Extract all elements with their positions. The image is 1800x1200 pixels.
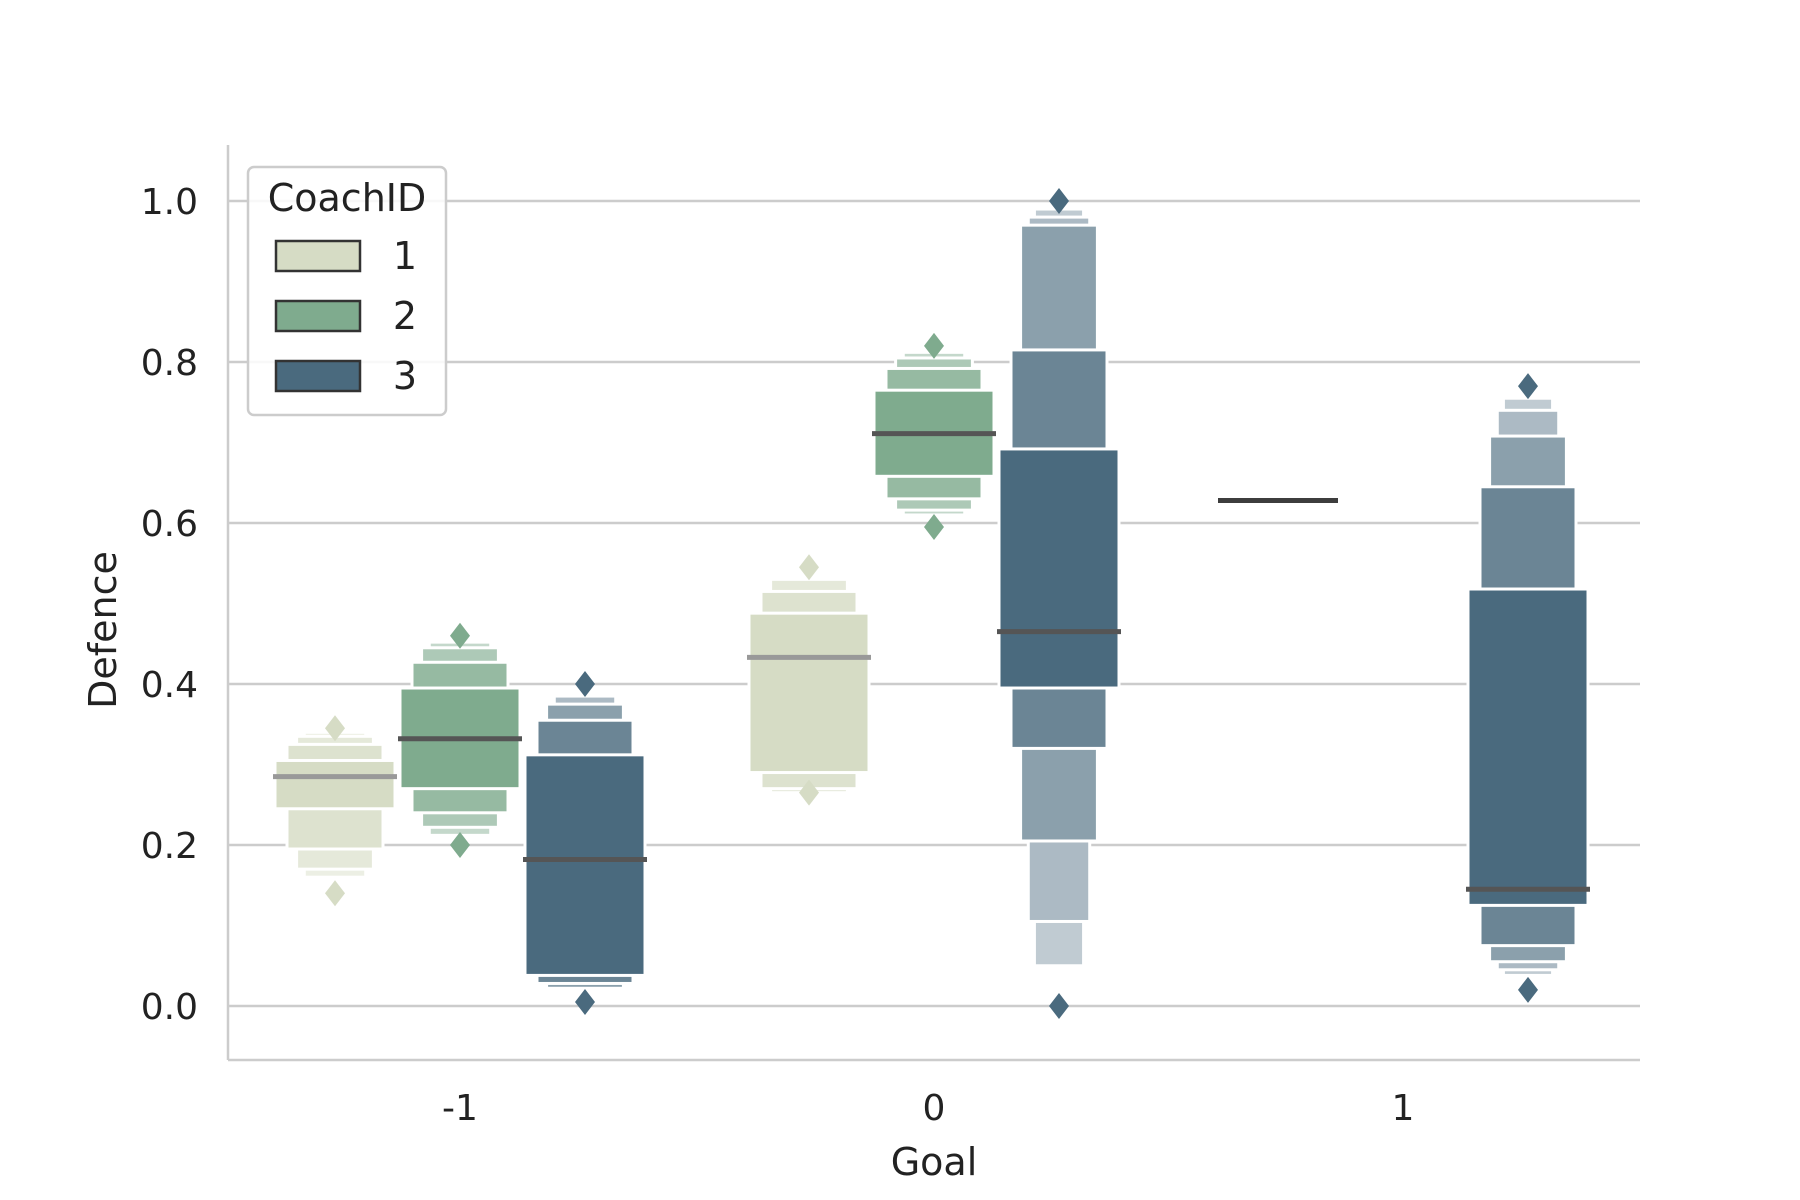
legend-items: 1 2 3 (274, 234, 417, 398)
boxen-group-coach-1-goal-0 (747, 554, 871, 806)
legend-item-2: 2 (274, 294, 417, 338)
y-tick-labels: 0.0 0.2 0.4 0.6 0.8 1.0 (141, 182, 198, 1028)
outlier-point (1049, 188, 1069, 214)
outlier-point (450, 622, 470, 649)
boxen-group-coach-3-goal--1 (523, 671, 647, 1015)
boxen-box (1466, 587, 1590, 907)
boxen-group-coach-1-goal--1 (273, 715, 397, 907)
x-tick-label: 1 (1392, 1088, 1415, 1129)
outlier-point (799, 554, 819, 581)
legend-swatch (274, 239, 362, 273)
y-tick-label: 0.8 (141, 343, 198, 384)
boxen-box (997, 447, 1121, 690)
outlier-point (924, 514, 944, 541)
legend-item-3: 3 (274, 354, 417, 398)
legend-swatch (274, 299, 362, 333)
boxen-group-coach-2-goal-0 (872, 332, 996, 541)
outlier-point (1518, 373, 1538, 400)
legend: CoachID 1 2 3 (246, 165, 448, 417)
x-axis-title: Goal (891, 1140, 978, 1184)
outlier-point (1049, 993, 1069, 1019)
outlier-point (924, 332, 944, 359)
outlier-point (325, 880, 345, 907)
outlier-point (450, 832, 470, 858)
legend-swatch (274, 359, 362, 393)
boxen-box (747, 611, 871, 775)
outlier-point (325, 715, 345, 742)
axes (226, 145, 1640, 1062)
boxen-group-coach-3-goal-0 (997, 188, 1121, 1019)
y-tick-label: 0.0 (141, 987, 198, 1028)
y-tick-label: 0.6 (141, 504, 198, 545)
y-axis-title: Defence (81, 551, 125, 709)
legend-title: CoachID (268, 176, 427, 220)
outlier-point (575, 671, 595, 697)
outlier-point (1518, 976, 1538, 1003)
outlier-point (575, 988, 595, 1015)
x-tick-label: 0 (923, 1088, 946, 1129)
boxen-group-coach-2-goal--1 (398, 622, 522, 858)
y-tick-label: 1.0 (141, 182, 198, 223)
outlier-point (799, 779, 819, 806)
y-tick-label: 0.2 (141, 826, 198, 867)
x-tick-labels: -1 0 1 (442, 1088, 1414, 1129)
x-tick-label: -1 (442, 1088, 478, 1129)
y-tick-label: 0.4 (141, 665, 198, 706)
boxen-group-coach-3-goal-1 (1466, 373, 1590, 1003)
boxen-box (523, 753, 647, 977)
boxen-marks (273, 188, 1590, 1019)
legend-item-1: 1 (274, 234, 417, 278)
legend-frame (246, 165, 448, 417)
legend-label: 3 (393, 354, 417, 398)
legend-label: 1 (393, 234, 417, 278)
boxen-box (273, 758, 397, 811)
legend-label: 2 (393, 294, 417, 338)
